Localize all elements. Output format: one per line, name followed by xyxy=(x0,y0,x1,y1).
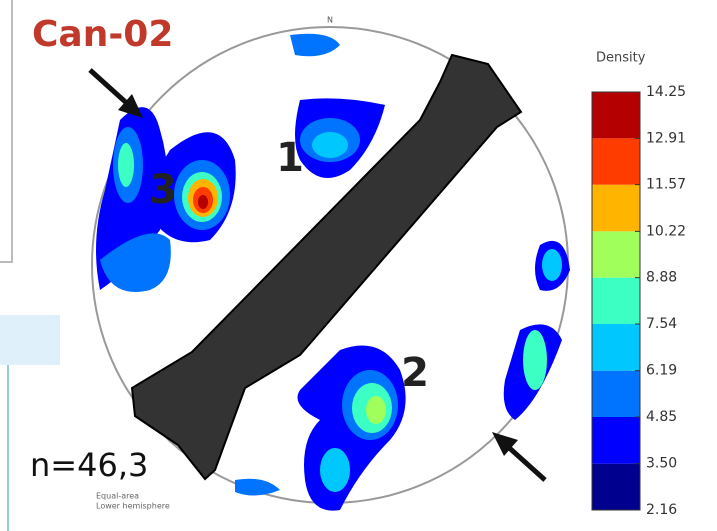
colorbar-band xyxy=(592,278,640,324)
colorbar-band xyxy=(592,371,640,417)
projection-label: Equal-area xyxy=(96,492,139,501)
count-label: n=46,3 xyxy=(30,446,148,484)
colorbar-tick-label: 7.54 xyxy=(646,316,677,332)
colorbar-tick-label: 4.85 xyxy=(646,409,677,425)
colorbar-tick-label: 14.25 xyxy=(646,84,686,100)
colorbar-label: Density xyxy=(596,51,646,66)
projection-label: Lower hemisphere xyxy=(96,502,170,511)
title: Can-02 xyxy=(32,14,173,55)
colorbar-tick-label: 2.16 xyxy=(646,502,677,518)
colorbar-tick-label: 3.50 xyxy=(646,456,677,472)
colorbar-band xyxy=(592,138,640,184)
panel-bar xyxy=(0,315,60,365)
colorbar-band xyxy=(592,464,640,510)
figure: N 1 2 3 Can-02 n=46,3 Equal-area Lower h… xyxy=(0,0,717,531)
colorbar-band xyxy=(592,185,640,232)
colorbar-tick-label: 6.19 xyxy=(646,363,677,379)
north-label: N xyxy=(327,16,333,25)
colorbar-tick-label: 12.91 xyxy=(646,130,686,146)
colorbar-tick-label: 10.22 xyxy=(646,223,686,239)
set-label: 3 xyxy=(149,167,177,213)
colorbar-tick-label: 11.57 xyxy=(646,177,686,193)
colorbar-tick-label: 8.88 xyxy=(646,270,677,286)
colorbar-band xyxy=(592,324,640,371)
colorbar-band xyxy=(592,417,640,464)
set-label: 2 xyxy=(401,350,429,396)
colorbar-band xyxy=(592,231,640,277)
set-label: 1 xyxy=(276,135,304,181)
colorbar-band xyxy=(592,92,640,138)
